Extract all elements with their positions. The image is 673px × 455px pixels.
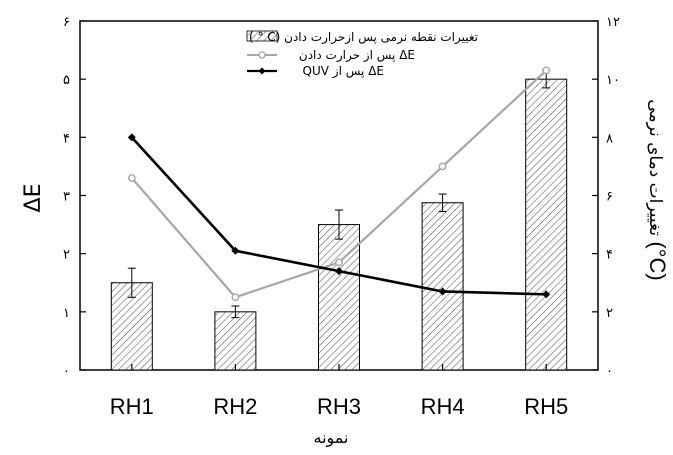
- bars-layer: [110, 69, 568, 371]
- series-point-quv: [231, 246, 240, 255]
- category-label: RH5: [524, 394, 568, 419]
- legend-swatch-quv-marker: [258, 67, 266, 75]
- left-axis-tick-label: ۲: [63, 248, 70, 263]
- series-point-quv: [542, 290, 551, 299]
- bar: [525, 78, 568, 371]
- right-axis-label-unit: (°C): [645, 241, 670, 280]
- series-point-heat: [335, 258, 343, 267]
- series-point-heat: [231, 293, 240, 302]
- left-axis-tick-label: ۳: [63, 190, 70, 205]
- series-point-heat: [127, 174, 136, 182]
- right-axis-tick-label: ۱۰: [606, 73, 620, 88]
- category-label: RH1: [110, 394, 154, 419]
- left-axis-tick-label: ۰: [63, 364, 70, 379]
- series-point-quv: [438, 287, 447, 296]
- legend: تغییرات نقطه نرمی پس ازحرارت دادن (C ° )…: [246, 30, 478, 79]
- right-axis-tick-label: ۴: [606, 248, 613, 263]
- right-axis-tick-label: ۰: [606, 364, 613, 379]
- right-axis-tick-label: ۸: [606, 131, 613, 146]
- bar: [214, 311, 257, 371]
- right-axis-label-main: تغییرات دمای نرمی: [645, 99, 665, 241]
- legend-swatch-bars: [246, 30, 278, 42]
- right-axis-label: تغییرات دمای نرمی (°C): [645, 99, 670, 280]
- left-axis-tick-label: ۱: [63, 306, 70, 321]
- legend-text-heat: ΔE پس از حرارت دادن: [299, 48, 415, 63]
- left-axis-label: ΔE: [21, 184, 46, 213]
- series-point-quv: [335, 267, 343, 276]
- left-axis-tick-label: ۴: [63, 131, 70, 146]
- category-label: RH3: [317, 394, 361, 419]
- legend-text-bars: تغییرات نقطه نرمی پس ازحرارت دادن (C ° ): [249, 30, 478, 45]
- left-axis-tick-label: ۶: [63, 15, 70, 30]
- series-point-heat: [542, 66, 551, 75]
- right-axis-tick-label: ۱۲: [606, 15, 620, 30]
- category-label: RH4: [421, 394, 465, 419]
- series-point-heat: [438, 162, 447, 171]
- legend-swatch-heat-marker: [258, 51, 266, 59]
- bar: [318, 224, 360, 371]
- category-label: RH2: [213, 394, 257, 419]
- bar: [421, 202, 464, 371]
- series-point-quv: [127, 133, 136, 142]
- legend-text-quv: ΔE پس از QUV: [303, 64, 384, 79]
- lines-layer: [127, 66, 551, 302]
- x-axis-label: نمونه: [314, 428, 349, 448]
- right-axis-tick-label: ۶: [606, 190, 613, 205]
- right-axis-tick-label: ۲: [606, 306, 613, 321]
- left-axis-tick-label: ۵: [63, 73, 70, 88]
